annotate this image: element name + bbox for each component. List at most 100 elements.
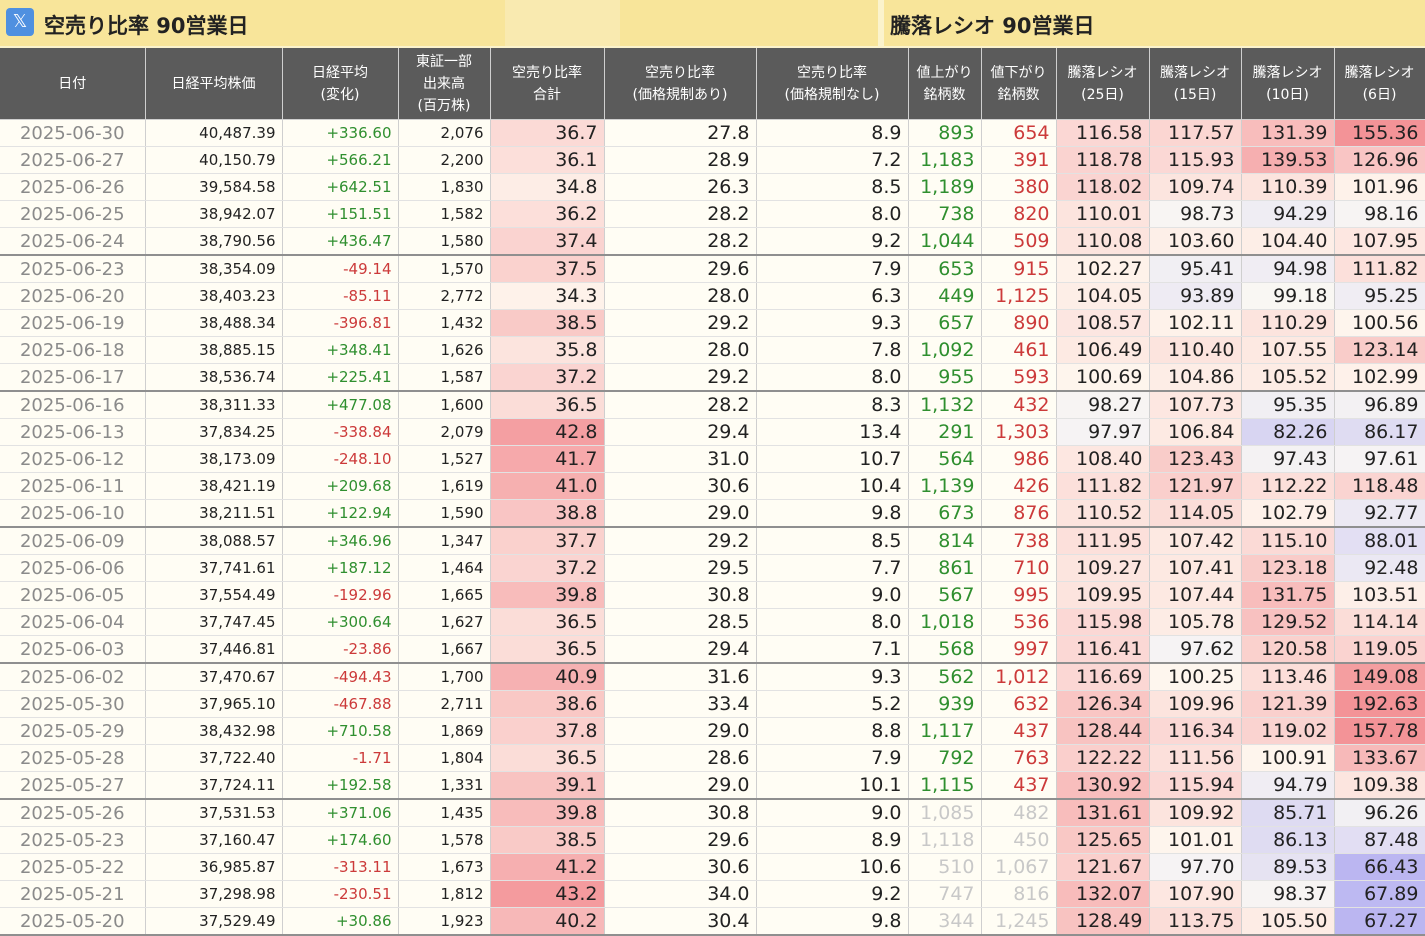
cell-ratio-6: 97.61: [1334, 445, 1425, 473]
cell-date: 2025-06-17: [0, 363, 146, 392]
cell-short-unregulated: 6.3: [756, 282, 909, 310]
cell-ratio-15: 115.93: [1149, 146, 1242, 174]
cell-ratio-15: 106.84: [1149, 418, 1242, 446]
cell-ratio-25: 100.69: [1056, 363, 1150, 392]
cell-ratio-10: 100.91: [1241, 744, 1335, 772]
cell-change: -49.14: [282, 255, 399, 283]
cell-ratio-10: 110.39: [1241, 173, 1335, 201]
cell-short-regulated: 30.8: [604, 581, 757, 609]
cell-ratio-15: 110.40: [1149, 336, 1242, 364]
cell-change: +300.64: [282, 608, 399, 636]
table-row: 2025-06-17 38,536.74 +225.41 1,587 37.2 29.2 8…: [0, 363, 1425, 392]
cell-short-regulated: 28.5: [604, 608, 757, 636]
table-row: 2025-06-24 38,790.56 +436.47 1,580 37.4 28.2 9…: [0, 227, 1425, 256]
cell-nikkei: 37,298.98: [145, 880, 283, 908]
cell-short-unregulated: 9.2: [756, 227, 909, 256]
cell-date: 2025-05-23: [0, 826, 146, 854]
cell-advancers: 747: [908, 880, 982, 908]
cell-volume: 1,700: [398, 663, 491, 691]
cell-nikkei: 37,160.47: [145, 826, 283, 854]
cell-change: -467.88: [282, 690, 399, 718]
cell-ratio-10: 139.53: [1241, 146, 1335, 174]
cell-ratio-10: 121.39: [1241, 690, 1335, 718]
col-header-ratio-10[interactable]: 騰落レシオ (10日): [1241, 48, 1335, 120]
cell-change: -85.11: [282, 282, 399, 310]
cell-date: 2025-06-09: [0, 527, 146, 555]
cell-short-unregulated: 9.8: [756, 499, 909, 528]
cell-decliners: 450: [981, 826, 1057, 854]
cell-ratio-15: 121.97: [1149, 472, 1242, 500]
cell-nikkei: 36,985.87: [145, 853, 283, 881]
x-icon[interactable]: 𝕏: [6, 8, 34, 36]
cell-date: 2025-06-13: [0, 418, 146, 446]
cell-short-unregulated: 10.7: [756, 445, 909, 473]
cell-ratio-15: 95.41: [1149, 255, 1242, 283]
cell-decliners: 1,125: [981, 282, 1057, 310]
cell-ratio-10: 94.29: [1241, 200, 1335, 228]
cell-volume: 2,076: [398, 119, 491, 147]
cell-ratio-10: 131.75: [1241, 581, 1335, 609]
cell-ratio-15: 105.78: [1149, 608, 1242, 636]
col-header-ratio-25[interactable]: 騰落レシオ (25日): [1056, 48, 1150, 120]
table-row: 2025-05-23 37,160.47 +174.60 1,578 38.5 29.6 8…: [0, 826, 1425, 854]
col-header-change[interactable]: 日経平均 (変化): [282, 48, 399, 120]
col-header-short-unregulated[interactable]: 空売り比率 (価格規制なし): [756, 48, 909, 120]
col-header-short-total[interactable]: 空売り比率 合計: [490, 48, 605, 120]
cell-short-regulated: 29.2: [604, 527, 757, 555]
cell-volume: 1,590: [398, 499, 491, 528]
cell-decliners: 1,067: [981, 853, 1057, 881]
cell-nikkei: 40,150.79: [145, 146, 283, 174]
cell-short-unregulated: 8.0: [756, 608, 909, 636]
table-row: 2025-06-11 38,421.19 +209.68 1,619 41.0 30.6 1…: [0, 472, 1425, 500]
cell-ratio-6: 87.48: [1334, 826, 1425, 854]
cell-ratio-10: 86.13: [1241, 826, 1335, 854]
col-header-date[interactable]: 日付: [0, 48, 146, 120]
col-header-volume[interactable]: 東証一部 出来高 (百万株): [398, 48, 491, 120]
cell-short-unregulated: 8.5: [756, 527, 909, 555]
cell-short-total: 37.5: [490, 255, 605, 283]
col-header-decliners[interactable]: 値下がり 銘柄数: [981, 48, 1057, 120]
cell-decliners: 632: [981, 690, 1057, 718]
col-header-advancers[interactable]: 値上がり 銘柄数: [908, 48, 982, 120]
cell-decliners: 437: [981, 771, 1057, 800]
cell-short-unregulated: 10.1: [756, 771, 909, 800]
cell-short-regulated: 28.6: [604, 744, 757, 772]
cell-short-total: 38.5: [490, 826, 605, 854]
cell-change: +336.60: [282, 119, 399, 147]
cell-date: 2025-06-16: [0, 391, 146, 419]
cell-ratio-6: 96.26: [1334, 799, 1425, 827]
cell-ratio-25: 110.52: [1056, 499, 1150, 528]
cell-advancers: 568: [908, 635, 982, 664]
cell-change: +371.06: [282, 799, 399, 827]
table-row: 2025-06-10 38,211.51 +122.94 1,590 38.8 29.0 9…: [0, 499, 1425, 528]
cell-decliners: 437: [981, 717, 1057, 745]
cell-ratio-6: 95.25: [1334, 282, 1425, 310]
table-row: 2025-06-04 37,747.45 +300.64 1,627 36.5 28.5 8…: [0, 608, 1425, 636]
cell-short-total: 37.7: [490, 527, 605, 555]
cell-volume: 1,667: [398, 635, 491, 664]
cell-ratio-25: 118.78: [1056, 146, 1150, 174]
col-header-ratio-6[interactable]: 騰落レシオ (6日): [1334, 48, 1425, 120]
cell-ratio-25: 128.44: [1056, 717, 1150, 745]
cell-volume: 1,619: [398, 472, 491, 500]
col-header-short-regulated[interactable]: 空売り比率 (価格規制あり): [604, 48, 757, 120]
cell-volume: 1,432: [398, 309, 491, 337]
cell-nikkei: 37,722.40: [145, 744, 283, 772]
cell-ratio-15: 116.34: [1149, 717, 1242, 745]
cell-ratio-25: 104.05: [1056, 282, 1150, 310]
cell-short-unregulated: 8.5: [756, 173, 909, 201]
cell-ratio-6: 119.05: [1334, 635, 1425, 664]
col-header-nikkei[interactable]: 日経平均株価: [145, 48, 283, 120]
cell-ratio-10: 102.79: [1241, 499, 1335, 528]
col-header-ratio-15[interactable]: 騰落レシオ (15日): [1149, 48, 1242, 120]
cell-change: +436.47: [282, 227, 399, 256]
cell-volume: 1,812: [398, 880, 491, 908]
cell-nikkei: 38,311.33: [145, 391, 283, 419]
cell-short-regulated: 29.5: [604, 554, 757, 582]
cell-ratio-10: 94.98: [1241, 255, 1335, 283]
cell-nikkei: 37,470.67: [145, 663, 283, 691]
cell-short-total: 36.7: [490, 119, 605, 147]
title-bar: 𝕏 空売り比率 90営業日 騰落レシオ 90営業日: [0, 0, 1425, 48]
cell-short-regulated: 29.0: [604, 499, 757, 528]
cell-ratio-15: 100.25: [1149, 663, 1242, 691]
